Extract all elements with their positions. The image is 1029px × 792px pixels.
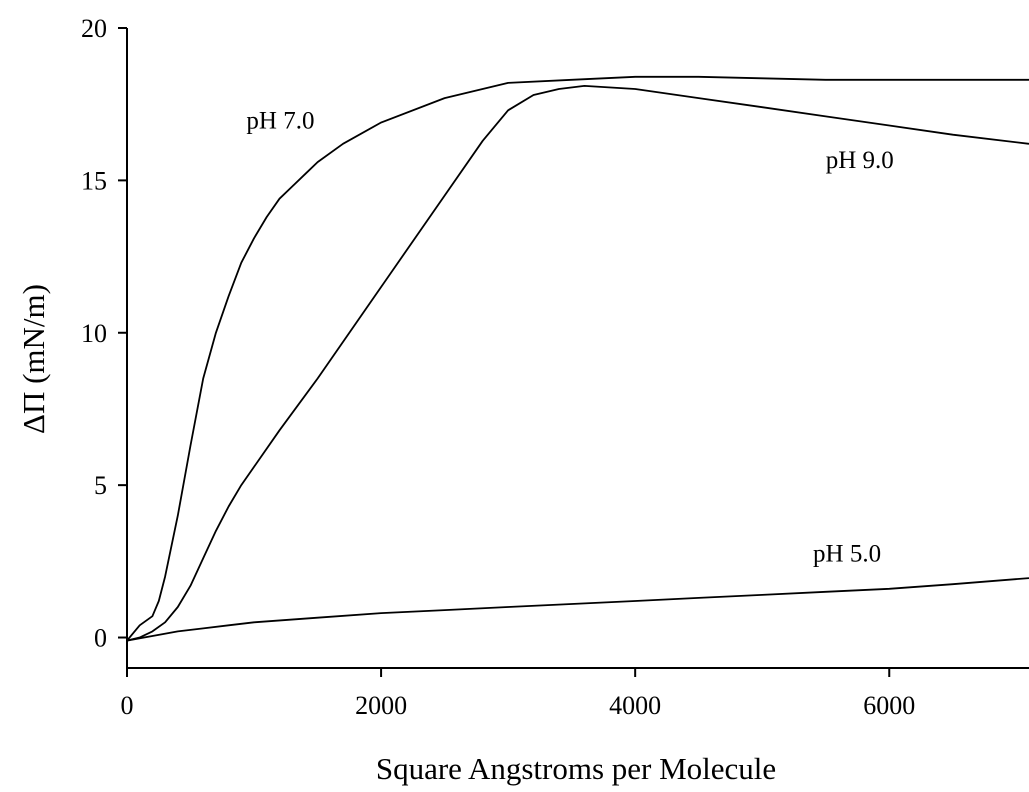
axes xyxy=(126,28,1029,669)
y-tick-label: 0 xyxy=(94,624,107,653)
y-tick-label: 10 xyxy=(81,319,107,348)
x-tick-label: 2000 xyxy=(355,691,407,720)
x-tick-label: 6000 xyxy=(863,691,915,720)
y-tick-label: 20 xyxy=(81,14,107,43)
series-line-ph-7-0 xyxy=(126,75,1029,642)
series-label-ph-5-0: pH 5.0 xyxy=(813,540,881,567)
x-tick-label: 0 xyxy=(121,691,134,720)
y-tick-label: 5 xyxy=(94,471,107,500)
y-axis-title: ΔΠ (mN/m) xyxy=(16,284,51,434)
y-tick-label: 15 xyxy=(81,166,107,195)
series xyxy=(126,75,1029,642)
series-line-ph-9-0 xyxy=(126,85,1029,642)
x-tick-label: 4000 xyxy=(609,691,661,720)
series-label-ph-9-0: pH 9.0 xyxy=(826,147,894,174)
x-axis-title: Square Angstroms per Molecule xyxy=(376,751,776,786)
series-line-ph-5-0 xyxy=(126,577,1029,642)
ticks: 0 5 10 15 20 0 2000 4000 6000 xyxy=(81,14,915,720)
series-labels: pH 7.0 pH 9.0 pH 5.0 xyxy=(246,108,893,568)
series-label-ph-7-0: pH 7.0 xyxy=(246,108,314,135)
